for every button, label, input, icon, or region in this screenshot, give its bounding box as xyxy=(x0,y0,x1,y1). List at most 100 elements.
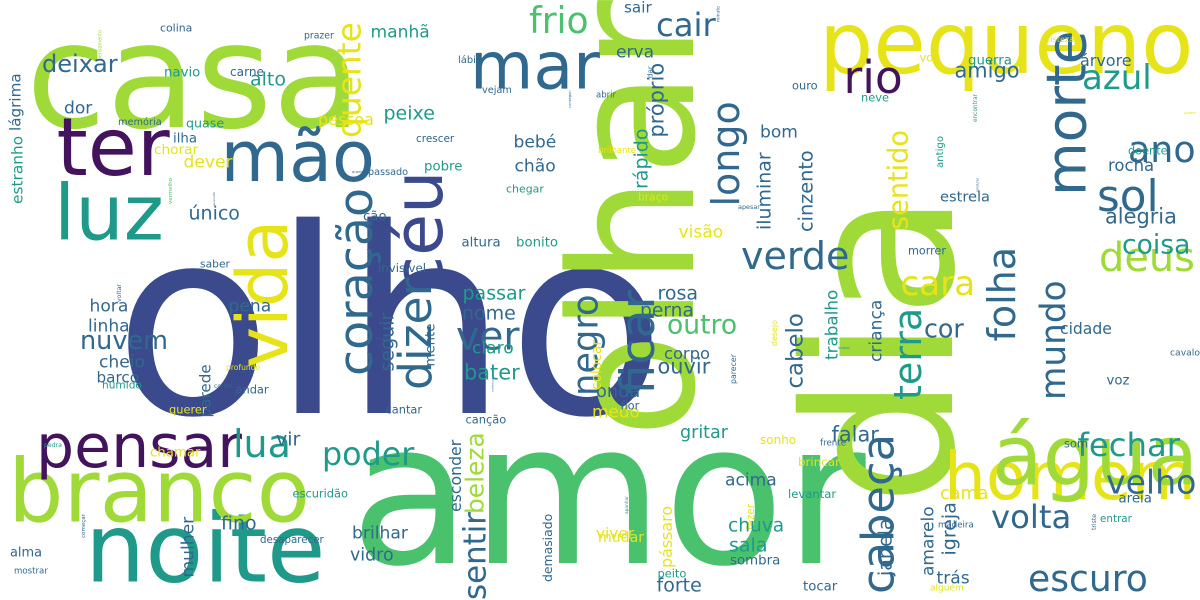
word-nome: nome xyxy=(462,302,516,325)
word-único: único xyxy=(188,202,240,225)
word-casa: casa xyxy=(26,0,362,162)
word-céu: céu xyxy=(380,170,459,294)
word-vidro: vidro xyxy=(350,545,394,566)
word-memória: memória xyxy=(118,117,162,128)
word-trás: trás xyxy=(936,568,970,589)
word-ilha: ilha xyxy=(173,131,197,147)
word-jovem: jovem xyxy=(1184,110,1196,115)
word-continuar: continuar xyxy=(490,378,495,392)
word-cair: cair xyxy=(656,6,716,44)
word-lágrima: lágrima xyxy=(6,73,25,131)
word-chamar: chamar xyxy=(150,445,201,461)
word-neve: neve xyxy=(861,90,889,105)
word-ouvir: ouvir xyxy=(657,354,711,379)
word-amor: amor xyxy=(350,380,866,600)
word-tocar: tocar xyxy=(803,579,838,595)
word-pessoa: pessoa xyxy=(318,110,374,129)
word-mudar: mudar xyxy=(598,530,644,546)
word-noite: noite xyxy=(85,494,326,600)
word-vida: vida xyxy=(222,219,304,369)
word-desaparecer: desaparecer xyxy=(260,534,324,546)
word-pena: pena xyxy=(228,296,272,317)
word-branco: branco xyxy=(8,440,311,543)
word-acabar: acabar xyxy=(838,346,850,350)
word-sair: sair xyxy=(624,0,652,17)
word-beleza: beleza xyxy=(460,432,490,514)
word-guerra: guerra xyxy=(968,53,1012,69)
word-árvore: árvore xyxy=(1080,51,1132,70)
word-sentido: sentido xyxy=(883,130,915,230)
word-pássaro: pássaro xyxy=(657,505,676,568)
word-luz: luz xyxy=(54,169,164,259)
word-morrer: morrer xyxy=(908,244,946,258)
word-brilhar: brilhar xyxy=(352,523,408,544)
word-carne: carne xyxy=(230,65,264,79)
word-madeira: madeira xyxy=(938,520,974,531)
word-canção: canção xyxy=(465,412,507,427)
word-andar: andar xyxy=(235,382,269,397)
word-iluminar: iluminar xyxy=(753,152,776,230)
word-demasiado: demasiado xyxy=(540,513,555,582)
word-ano: ano xyxy=(1128,128,1196,171)
word-colina: colina xyxy=(160,21,193,35)
word-flor: flor xyxy=(620,398,640,413)
word-falar: falar xyxy=(831,422,879,447)
word-dor: dor xyxy=(64,98,93,119)
word-pensar: pensar xyxy=(36,412,242,482)
word-pequeno: pequeno xyxy=(819,0,1194,94)
word-dever: dever xyxy=(183,152,233,173)
word-forte: forte xyxy=(656,574,702,597)
word-esconder: esconder xyxy=(446,439,465,512)
word-escuridão: escuridão xyxy=(292,486,348,501)
word-verde: verde xyxy=(741,234,850,278)
word-bonito: bonito xyxy=(516,235,559,251)
word-encontrar: encontrar xyxy=(973,93,979,122)
word-pedra: pedra xyxy=(44,442,62,449)
word-mulher: mulher xyxy=(178,516,199,578)
word-brilhante: brilhante xyxy=(598,145,637,155)
word-sombra: sombra xyxy=(730,553,781,569)
word-passado: passado xyxy=(368,167,409,178)
word-erva: erva xyxy=(616,42,655,63)
word-hora: hora xyxy=(89,296,129,317)
word-corpo: corpo xyxy=(664,344,710,363)
word-levantar: levantar xyxy=(788,487,837,501)
word-visão: visão xyxy=(678,222,724,243)
word-braço: braço xyxy=(638,190,669,204)
word-rio: rio xyxy=(843,51,903,104)
word-crescer: crescer xyxy=(416,133,455,145)
word-gritar: gritar xyxy=(680,423,728,443)
word-cara: cara xyxy=(900,264,976,304)
word-bater: bater xyxy=(464,360,520,385)
word-mar: mar xyxy=(470,29,600,105)
word-cavalo: cavalo xyxy=(1170,347,1200,359)
word-fino: fino xyxy=(221,512,257,535)
word-colocar: colocar xyxy=(589,339,605,390)
word-olho: olho xyxy=(114,173,666,474)
word-querido: querido xyxy=(352,170,366,174)
word-cidade: cidade xyxy=(1060,320,1112,338)
word-outro: outro xyxy=(667,309,738,341)
word-dar: dar xyxy=(645,66,655,78)
word-passar: passar xyxy=(462,282,526,305)
word-frente: frente xyxy=(820,438,847,449)
word-homem: homem xyxy=(944,438,1196,515)
word-chuva: chuva xyxy=(728,515,785,537)
word-volta: volta xyxy=(991,498,1072,536)
word-correr: correr xyxy=(214,383,232,390)
word-perna: perna xyxy=(640,300,694,322)
word-desejo: desejo xyxy=(770,320,779,346)
word-vou: vou xyxy=(919,50,941,65)
word-alegria: alegria xyxy=(1105,204,1177,229)
word-sentir: sentir xyxy=(457,512,494,600)
word-areia: areia xyxy=(1118,491,1152,507)
word-sonho: sonho xyxy=(760,433,797,447)
word-criança: criança xyxy=(866,299,887,362)
word-rocha: rocha xyxy=(1108,156,1155,175)
word-alto: alto xyxy=(250,68,286,91)
word-coisa: coisa xyxy=(1122,229,1191,261)
word-saber: saber xyxy=(200,257,230,271)
word-frio: frio xyxy=(529,0,589,42)
word-começar: começar xyxy=(81,514,87,538)
word-vir: vir xyxy=(276,428,301,451)
